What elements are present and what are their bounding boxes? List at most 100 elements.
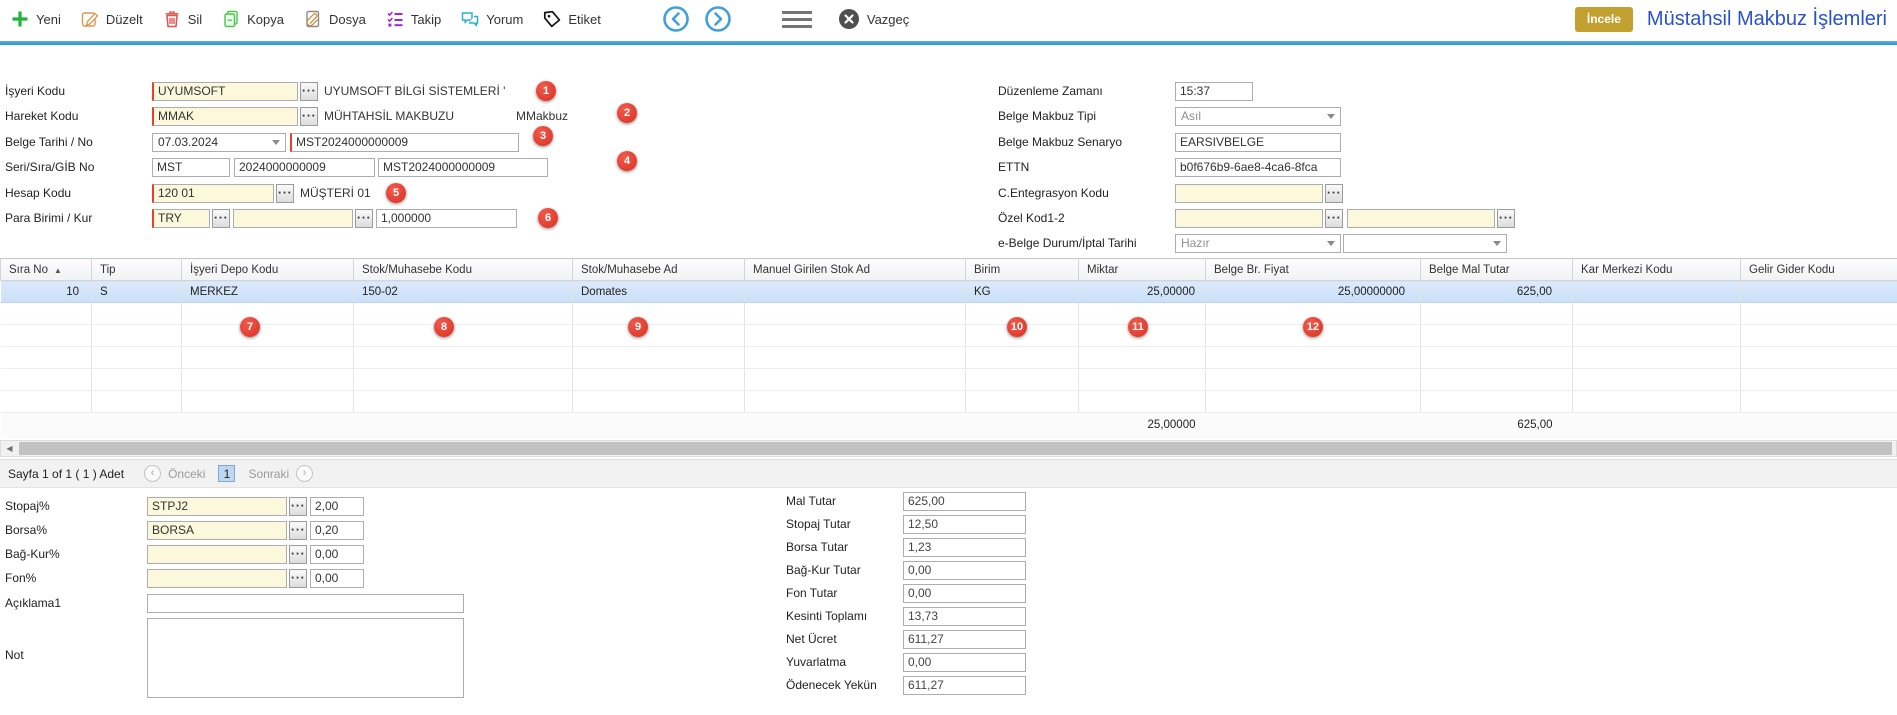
belge-makbuz-senaryo-input[interactable] xyxy=(1175,132,1341,152)
menu-button[interactable] xyxy=(781,7,812,32)
not-textarea[interactable] xyxy=(147,618,464,698)
mal-tutar-input[interactable] xyxy=(903,491,1026,511)
bagkur-tutar-row: Bağ-Kur Tutar xyxy=(786,560,1026,580)
grid-col-manuel-girilen-stok-ad[interactable]: Manuel Girilen Stok Ad xyxy=(744,258,966,281)
grid-col-miktar[interactable]: Miktar xyxy=(1078,258,1206,281)
duzenleme-zamani-input[interactable] xyxy=(1175,81,1253,101)
stopaj-tutar-input[interactable] xyxy=(903,514,1026,534)
hareket-kodu-lookup-button[interactable]: ··· xyxy=(300,106,318,126)
stopaj-lookup-button[interactable]: ··· xyxy=(289,496,307,516)
fon-kodu-input[interactable] xyxy=(147,568,287,588)
entegrasyon-kodu-input[interactable] xyxy=(1175,183,1323,203)
entegrasyon-kodu-lookup-button[interactable]: ··· xyxy=(1325,183,1343,203)
grid-col-belge-br-fiyat[interactable]: Belge Br. Fiyat xyxy=(1205,258,1421,281)
iptal-tarihi-select[interactable] xyxy=(1343,233,1507,253)
grid-col-tip[interactable]: Tip xyxy=(91,258,182,281)
grid-col-stok-muhasebe-ad[interactable]: Stok/Muhasebe Ad xyxy=(572,258,745,281)
fon-oran-input[interactable] xyxy=(310,568,364,588)
vazgec-label: Vazgeç xyxy=(866,11,910,27)
fon-tutar-input[interactable] xyxy=(903,583,1026,603)
ettn-input[interactable] xyxy=(1175,157,1341,177)
net-ucret-input[interactable] xyxy=(903,629,1026,649)
dosya-button[interactable]: Dosya xyxy=(303,9,366,29)
borsa-oran-input[interactable] xyxy=(310,520,364,540)
belge-no-input[interactable] xyxy=(290,132,519,152)
etiket-button[interactable]: Etiket xyxy=(542,9,601,29)
vazgec-button[interactable]: Vazgeç xyxy=(838,8,909,30)
fon-lookup-button[interactable]: ··· xyxy=(289,568,307,588)
yeni-button[interactable]: Yeni xyxy=(10,9,61,29)
belge-tarihi-datepicker[interactable]: 07.03.2024 xyxy=(152,132,286,152)
hareket-kodu-input[interactable] xyxy=(152,106,298,126)
aciklama1-input[interactable] xyxy=(147,593,464,613)
pager-next-button[interactable]: › xyxy=(296,465,314,482)
scrollbar-thumb[interactable] xyxy=(19,442,1892,455)
duzelt-button[interactable]: Düzelt xyxy=(80,9,143,29)
grid-col-kar-merkezi-kodu[interactable]: Kar Merkezi Kodu xyxy=(1572,258,1741,281)
ozel-kod1-lookup-button[interactable]: ··· xyxy=(1325,208,1343,228)
grid-col-belge-mal-tutar[interactable]: Belge Mal Tutar xyxy=(1420,258,1573,281)
step-badge-12: 12 xyxy=(1303,317,1323,337)
pager-next-label[interactable]: Sonraki xyxy=(248,466,290,481)
ebelge-durum-select[interactable]: Hazır xyxy=(1175,233,1341,253)
para-birimi-lookup-button[interactable]: ··· xyxy=(212,208,230,228)
bagkur-tutar-input[interactable] xyxy=(903,560,1026,580)
stopaj-kodu-input[interactable] xyxy=(147,496,287,516)
yorum-button[interactable]: Yorum xyxy=(460,9,523,29)
bagkur-tutar-label: Bağ-Kur Tutar xyxy=(786,563,861,577)
next-record-button[interactable] xyxy=(704,5,732,33)
ozel-kod2-input[interactable] xyxy=(1347,208,1495,228)
belge-makbuz-tipi-select[interactable]: Asıl xyxy=(1175,106,1341,126)
grid-col-birim[interactable]: Birim xyxy=(965,258,1079,281)
cell-stok-muhasebe-ad: Domates xyxy=(572,280,745,303)
para-birimi-input[interactable] xyxy=(152,208,210,228)
pencil-icon xyxy=(81,12,99,27)
hesap-kodu-input[interactable] xyxy=(152,183,274,203)
odenecek-yekun-input[interactable] xyxy=(903,675,1026,695)
seri-input[interactable] xyxy=(152,157,230,177)
takip-button[interactable]: Takip xyxy=(385,9,441,29)
ozel-kod2-lookup-button[interactable]: ··· xyxy=(1497,208,1515,228)
grid-col-gelir-gider-kodu[interactable]: Gelir Gider Kodu xyxy=(1740,258,1897,281)
pager-info: Sayfa 1 of 1 ( 1 ) Adet xyxy=(8,466,125,481)
not-label: Not xyxy=(5,648,24,662)
kesinti-toplami-input[interactable] xyxy=(903,606,1026,626)
pager-page-1[interactable]: 1 xyxy=(218,465,236,482)
scroll-left-button[interactable]: ◀ xyxy=(1,441,18,456)
mal-tutar-row: Mal Tutar xyxy=(786,491,1026,511)
kopya-button[interactable]: Kopya xyxy=(221,9,284,29)
borsa-tutar-input[interactable] xyxy=(903,537,1026,557)
grid-col-sira-no[interactable]: Sıra No ▲ xyxy=(0,258,92,281)
stopaj-tutar-label: Stopaj Tutar xyxy=(786,517,851,531)
kur-input[interactable] xyxy=(376,208,517,228)
belge-tarihi-no-label: Belge Tarihi / No xyxy=(5,135,93,149)
isyeri-kodu-input[interactable] xyxy=(152,81,298,101)
stopaj-oran-input[interactable] xyxy=(310,496,364,516)
grid-totals-row: 25,00000 625,00 xyxy=(0,412,1897,438)
pager-prev-label[interactable]: Önceki xyxy=(168,466,206,481)
borsa-lookup-button[interactable]: ··· xyxy=(289,520,307,540)
previous-record-button[interactable] xyxy=(662,5,690,33)
kur-kodu-lookup-button[interactable]: ··· xyxy=(355,208,373,228)
grid-col-isyeri-depo-kodu[interactable]: İşyeri Depo Kodu xyxy=(181,258,354,281)
borsa-kodu-input[interactable] xyxy=(147,520,287,540)
bagkur-oran-input[interactable] xyxy=(310,544,364,564)
incele-button[interactable]: İncele xyxy=(1574,6,1633,32)
grid-row-selected[interactable]: 10 S MERKEZ 150-02 Domates KG 25,00000 2… xyxy=(0,280,1897,303)
gib-no-input[interactable] xyxy=(378,157,548,177)
bagkur-lookup-button[interactable]: ··· xyxy=(289,544,307,564)
yuvarlatma-input[interactable] xyxy=(903,652,1026,672)
hesap-kodu-lookup-button[interactable]: ··· xyxy=(276,183,294,203)
bagkur-kodu-input[interactable] xyxy=(147,544,287,564)
copy-icon xyxy=(224,10,238,28)
sil-button[interactable]: Sil xyxy=(162,9,202,29)
pager-prev-button[interactable]: ‹ xyxy=(144,465,162,482)
isyeri-kodu-lookup-button[interactable]: ··· xyxy=(300,81,318,101)
fon-row: Fon% ··· xyxy=(5,568,364,588)
kur-kodu-input[interactable] xyxy=(233,208,353,228)
sira-input[interactable] xyxy=(234,157,375,177)
ettn-label: ETTN xyxy=(998,160,1030,174)
ozel-kod1-input[interactable] xyxy=(1175,208,1323,228)
step-badge-5: 5 xyxy=(386,183,406,203)
grid-col-stok-muhasebe-kodu[interactable]: Stok/Muhasebe Kodu xyxy=(353,258,573,281)
